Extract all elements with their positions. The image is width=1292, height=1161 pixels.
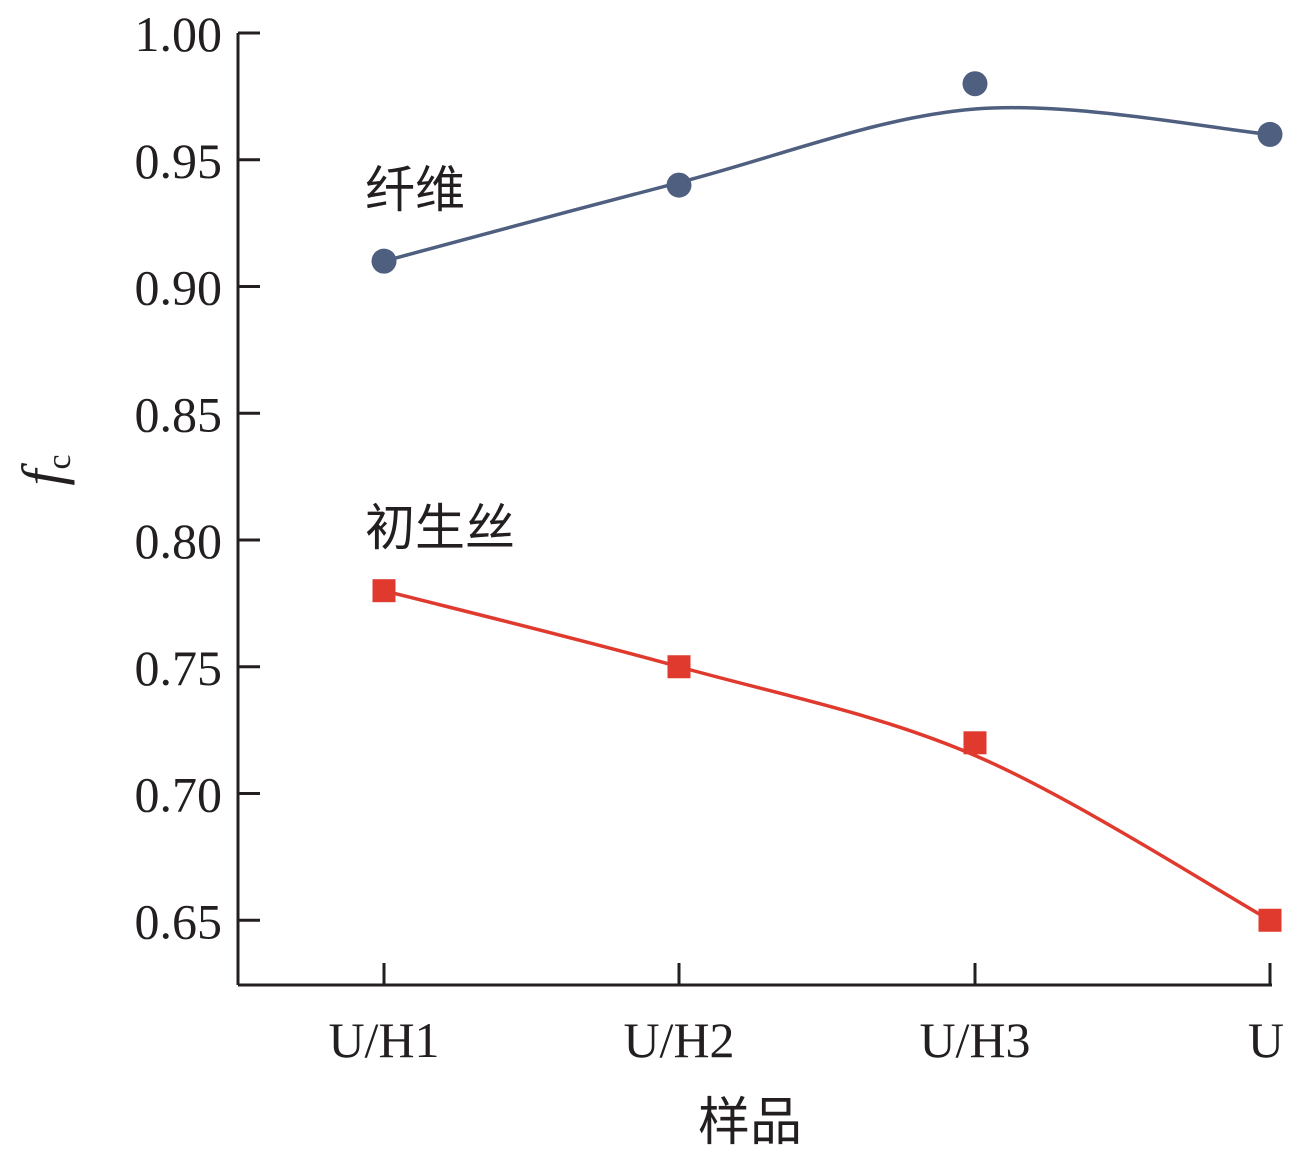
- svg-text:fc: fc: [10, 454, 78, 485]
- data-point: [667, 655, 691, 679]
- data-point: [962, 71, 988, 97]
- data-point: [1257, 121, 1283, 147]
- y-tick-label: 0.85: [135, 386, 223, 442]
- data-point: [372, 579, 396, 603]
- y-tick-label: 0.95: [135, 133, 223, 189]
- y-ticks: 1.00 0.95 0.90 0.85 0.80 0.75 0.70 0.65: [135, 6, 260, 949]
- data-point: [1258, 908, 1282, 932]
- axes: [236, 33, 1272, 987]
- series-layer: [371, 71, 1283, 932]
- data-point: [371, 248, 397, 274]
- x-tick-label: U/H3: [919, 1012, 1030, 1068]
- y-tick-label: 0.80: [135, 513, 223, 569]
- x-tick-label: U: [1248, 1012, 1284, 1068]
- y-tick-label: 0.70: [135, 767, 223, 823]
- y-tick-label: 0.65: [135, 893, 223, 949]
- x-ticks: U/H1 U/H2 U/H3 U: [328, 963, 1284, 1068]
- x-tick-label: U/H2: [623, 1012, 734, 1068]
- series-fiber: [371, 71, 1283, 274]
- series-line: [383, 105, 1271, 263]
- data-point: [666, 172, 692, 198]
- y-tick-label: 1.00: [135, 6, 223, 62]
- y-tick-label: 0.90: [135, 260, 223, 316]
- series-label-fiber: 纤维: [365, 161, 465, 219]
- data-point: [963, 731, 987, 755]
- x-tick-label: U/H1: [328, 1012, 439, 1068]
- series-line: [383, 589, 1271, 922]
- series-as-spun: [372, 579, 1282, 932]
- y-axis-title: fc: [10, 454, 78, 485]
- y-tick-label: 0.75: [135, 640, 223, 696]
- y-axis-title-sub: c: [41, 454, 78, 469]
- series-label-as-spun: 初生丝: [365, 499, 515, 557]
- x-axis-title: 样品: [698, 1093, 802, 1153]
